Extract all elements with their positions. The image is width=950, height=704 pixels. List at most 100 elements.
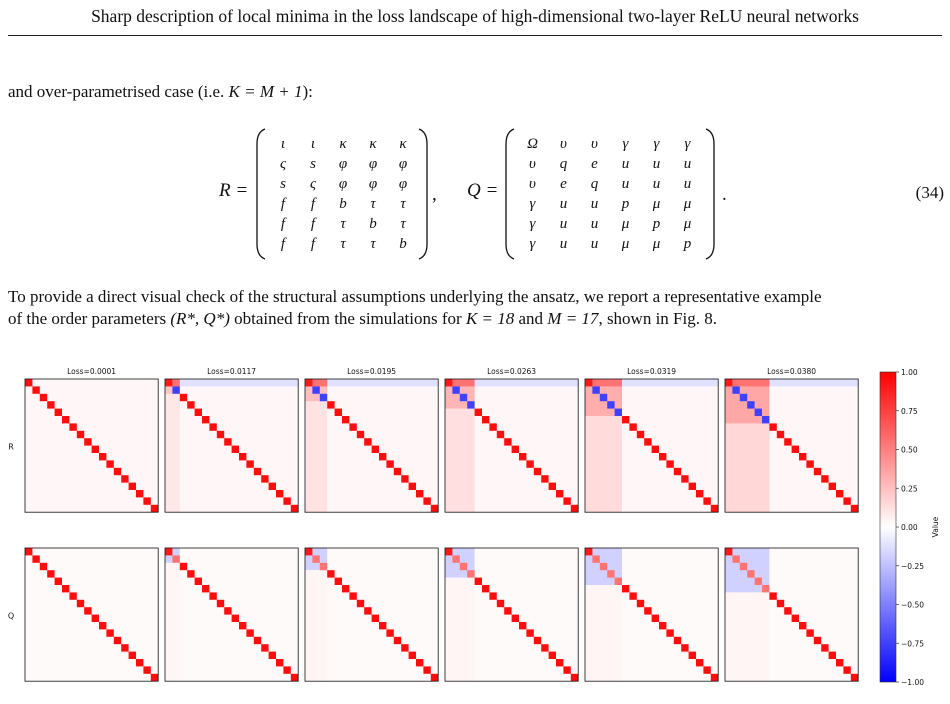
colorbar-tick-label: −0.75 bbox=[901, 639, 924, 648]
diagonal-cell bbox=[821, 475, 829, 483]
diagonal-cell bbox=[393, 467, 402, 476]
diagonal-cell bbox=[526, 629, 534, 637]
matrix-entry: b bbox=[369, 216, 377, 232]
matrix-entry: e bbox=[591, 156, 598, 172]
heatmap-frame bbox=[304, 547, 439, 682]
diagonal-cell bbox=[113, 636, 122, 645]
diagonal-cell bbox=[666, 629, 674, 637]
diagonal-cell bbox=[681, 644, 689, 652]
diagonal-cell bbox=[556, 659, 564, 667]
diagonal-cell bbox=[305, 379, 313, 387]
matrix-entry: κ bbox=[339, 136, 347, 152]
diagonal-cell bbox=[570, 504, 579, 513]
matrix-entry: υ bbox=[560, 136, 567, 152]
heatmap-band bbox=[585, 379, 719, 387]
colorbar-tick-label: 0.50 bbox=[901, 446, 918, 455]
matrix-entry: u bbox=[652, 156, 661, 172]
colorbar-tick-label: −0.25 bbox=[901, 562, 924, 571]
diagonal-cell bbox=[585, 548, 593, 556]
diagonal-cell bbox=[445, 548, 453, 556]
matrix-entry: τ bbox=[370, 236, 376, 252]
matrix-entry: f bbox=[280, 236, 286, 252]
diagonal-cell bbox=[666, 460, 674, 468]
diagonal-cell bbox=[84, 607, 92, 615]
matrix-entry: ι bbox=[280, 136, 286, 152]
diagonal-cell bbox=[784, 438, 792, 446]
heatmap-band bbox=[585, 585, 622, 682]
r-heatmap bbox=[164, 378, 299, 513]
q-label: Q = bbox=[467, 180, 499, 201]
diagonal-cell bbox=[599, 562, 608, 571]
matrix-entry: f bbox=[310, 216, 316, 232]
heatmap-frame bbox=[164, 547, 299, 682]
diagonal-cell bbox=[47, 570, 55, 578]
matrix-entry: μ bbox=[621, 216, 630, 232]
diagonal-cell bbox=[563, 497, 571, 505]
diagonal-cell bbox=[231, 445, 239, 453]
diagonal-cell bbox=[504, 607, 512, 615]
matrix-entry: p bbox=[652, 216, 661, 232]
equation-separator: , bbox=[432, 184, 437, 205]
math-span: M = 17 bbox=[547, 309, 599, 328]
diagonal-cell bbox=[799, 622, 807, 630]
heatmap-band bbox=[725, 592, 770, 682]
diagonal-cell bbox=[84, 438, 92, 446]
diagonal-cell bbox=[246, 629, 254, 637]
r-heatmap bbox=[304, 378, 439, 513]
panel-title: Loss=0.0263 bbox=[487, 367, 536, 376]
diagonal-cell bbox=[541, 644, 549, 652]
panel-title: Loss=0.0380 bbox=[767, 367, 816, 376]
diagonal-cell bbox=[312, 555, 320, 563]
diagonal-cell bbox=[194, 408, 202, 416]
matrix-entry: u bbox=[621, 176, 630, 192]
heatmap-band bbox=[305, 379, 328, 513]
diagonal-cell bbox=[489, 592, 497, 600]
diagonal-cell bbox=[187, 570, 195, 578]
heatmap-band bbox=[165, 562, 180, 682]
diagonal-cell bbox=[725, 548, 733, 556]
figure-ref-line-1: To provide a direct visual check of the … bbox=[8, 287, 822, 306]
diagonal-cell bbox=[474, 408, 482, 416]
diagonal-cell bbox=[416, 490, 424, 498]
matrix-entry: u bbox=[683, 156, 692, 172]
matrix-entry: f bbox=[310, 236, 316, 252]
diagonal-cell bbox=[69, 423, 77, 431]
panel-title: Loss=0.0319 bbox=[627, 367, 676, 376]
diagonal-cell bbox=[319, 393, 328, 402]
heatmap-band bbox=[305, 379, 439, 387]
diagonal-cell bbox=[754, 408, 762, 416]
r-label: R = bbox=[219, 180, 249, 201]
diagonal-cell bbox=[644, 438, 652, 446]
diagonal-cell bbox=[319, 562, 328, 571]
matrix-entry: φ bbox=[368, 176, 378, 192]
diagonal-cell bbox=[622, 585, 630, 593]
matrix-entry: γ bbox=[622, 136, 629, 152]
figure-8: R Q Loss=0.0001 Loss=0.0117 Loss=0.0195 Loss=… bbox=[8, 367, 940, 687]
matrix-entry: u bbox=[559, 216, 568, 232]
matrix-entry: u bbox=[590, 196, 599, 212]
matrix-entry: μ bbox=[652, 196, 661, 212]
diagonal-cell bbox=[836, 659, 844, 667]
colorbar-tick-label: −0.50 bbox=[901, 601, 924, 610]
matrix-entry: p bbox=[621, 196, 630, 212]
diagonal-cell bbox=[202, 416, 210, 424]
matrix-entry: υ bbox=[529, 156, 536, 172]
matrix-entry: u bbox=[683, 176, 692, 192]
math-span: K = 18 bbox=[465, 309, 515, 328]
diagonal-cell bbox=[334, 577, 342, 585]
panel-title: Loss=0.0117 bbox=[207, 367, 256, 376]
diagonal-cell bbox=[673, 636, 682, 645]
diagonal-cell bbox=[784, 607, 792, 615]
diagonal-cell bbox=[754, 577, 762, 585]
diagonal-cell bbox=[143, 497, 151, 505]
diagonal-cell bbox=[732, 386, 740, 394]
diagonal-cell bbox=[430, 673, 439, 682]
diagonal-cell bbox=[644, 607, 652, 615]
diagonal-cell bbox=[496, 599, 505, 608]
diagonal-cell bbox=[253, 467, 262, 476]
text-span: of the order parameters bbox=[8, 309, 171, 328]
diagonal-cell bbox=[482, 416, 490, 424]
diagonal-cell bbox=[91, 614, 99, 622]
matrix-entry: q bbox=[559, 156, 568, 172]
diagonal-cell bbox=[179, 562, 188, 571]
